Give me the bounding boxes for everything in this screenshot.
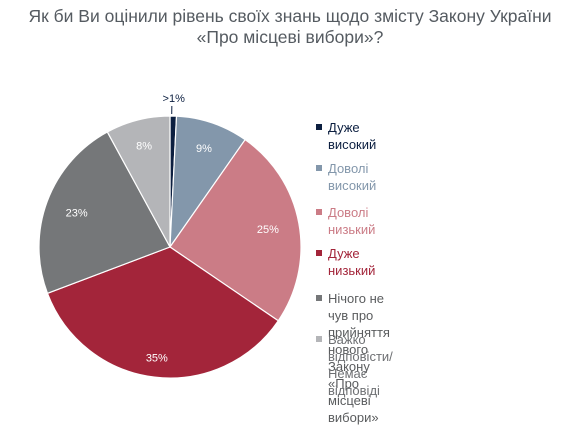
legend-swatch (316, 336, 322, 342)
slice-label: 23% (66, 207, 88, 219)
legend-swatch (316, 124, 322, 130)
slice-label: 8% (136, 140, 152, 152)
slice-label: 35% (146, 353, 168, 365)
legend-swatch (316, 250, 322, 256)
legend-label: Важко відповісти/Немає відповіді (328, 331, 393, 399)
legend-item: Доволі високий (316, 160, 376, 194)
pie-chart: >1% 9% 25% 35% 23% 8% (0, 0, 580, 404)
legend-item: Важко відповісти/Немає відповіді (316, 331, 393, 399)
legend-label: Дуже низький (328, 245, 375, 279)
legend-label-line: Дуже високий (328, 119, 376, 153)
legend-item: Дуже низький (316, 245, 375, 279)
legend-label-line: Дуже низький (328, 245, 375, 279)
legend-label: Доволі високий (328, 160, 376, 194)
legend-item: Дуже високий (316, 119, 376, 153)
legend-swatch (316, 209, 322, 215)
legend-label-line: Доволі високий (328, 160, 376, 194)
legend-label: Дуже високий (328, 119, 376, 153)
slice-label: 25% (257, 224, 279, 236)
legend-label-line: Доволі низький (328, 204, 375, 238)
legend-swatch (316, 295, 322, 301)
legend-item: Доволі низький (316, 204, 375, 238)
legend-label-line: Важко відповісти/Немає відповіді (328, 331, 393, 399)
legend-swatch (316, 165, 322, 171)
slice-label: 9% (196, 143, 212, 155)
legend-label: Доволі низький (328, 204, 375, 238)
slice-label: >1% (163, 93, 186, 105)
